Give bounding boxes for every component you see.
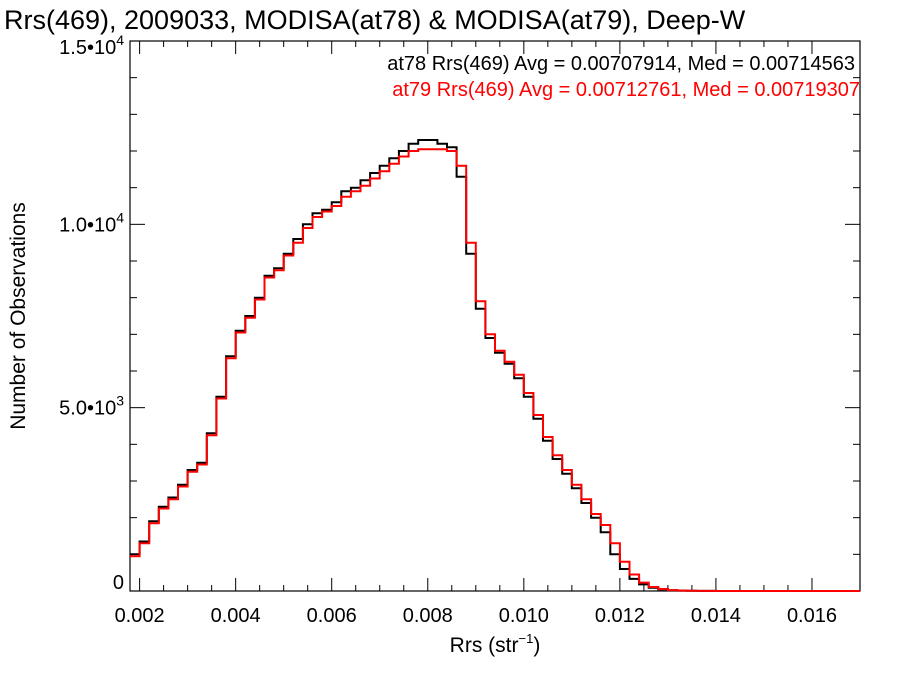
y-axis-label: Number of Observations bbox=[7, 202, 30, 430]
chart-title: Rrs(469), 2009033, MODISA(at78) & MODISA… bbox=[4, 5, 746, 35]
x-tick-label: 0.006 bbox=[307, 605, 357, 627]
x-tick-label: 0.008 bbox=[403, 605, 453, 627]
annotation-at79: at79 Rrs(469) Avg = 0.00712761, Med = 0.… bbox=[392, 79, 860, 101]
y-tick-label: 0 bbox=[113, 572, 124, 594]
y-tick-label: 1.5•104 bbox=[59, 32, 124, 59]
x-tick-label: 0.002 bbox=[115, 605, 165, 627]
plot-frame bbox=[129, 40, 861, 592]
y-tick-label: 1.0•104 bbox=[59, 209, 124, 236]
axis-ticks bbox=[130, 40, 860, 592]
x-tick-label: 0.014 bbox=[691, 605, 741, 627]
x-axis-label: Rrs (str−1) bbox=[450, 631, 541, 657]
x-tick-label: 0.016 bbox=[787, 605, 837, 627]
annotation-at78: at78 Rrs(469) Avg = 0.00707914, Med = 0.… bbox=[387, 53, 855, 75]
y-tick-label: 5.0•103 bbox=[59, 393, 124, 420]
x-tick-labels: 0.002 0.004 0.006 0.008 0.010 0.012 0.014 0.016 bbox=[115, 605, 837, 627]
x-tick-label: 0.004 bbox=[211, 605, 261, 627]
y-tick-labels: 0 5.0•103 1.0•104 1.5•104 bbox=[59, 32, 124, 594]
x-tick-label: 0.012 bbox=[595, 605, 645, 627]
series-line-1 bbox=[130, 148, 860, 592]
series-line-0 bbox=[130, 139, 860, 592]
series-group bbox=[130, 139, 860, 592]
x-tick-label: 0.010 bbox=[499, 605, 549, 627]
